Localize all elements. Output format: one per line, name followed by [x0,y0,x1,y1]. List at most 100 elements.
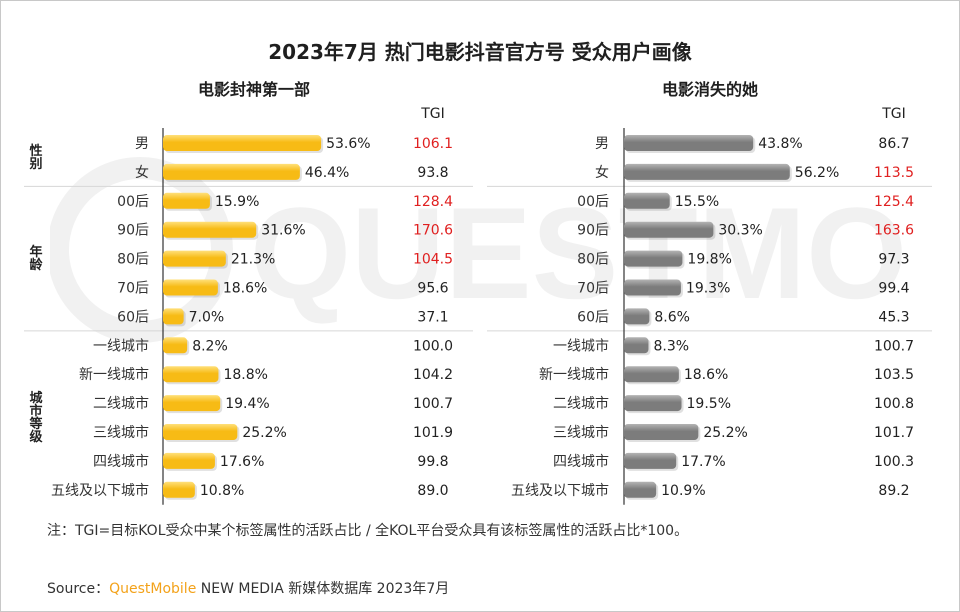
value-label: 17.7% [681,454,725,470]
category-label: 二线城市 [553,395,609,412]
bar [163,135,322,151]
source-brand: QuestMobile [109,581,197,597]
bar [163,395,221,412]
category-label: 60后 [577,309,609,325]
category-label: 四线城市 [553,453,609,470]
value-label: 21.3% [231,252,275,268]
value-label: 18.6% [223,281,267,297]
tgi-value: 89.2 [878,483,909,499]
chart-title: 2023年7月 热门电影抖音官方号 受众用户画像 [268,40,692,64]
value-label: 19.5% [687,396,731,412]
bar [163,192,210,209]
value-label: 56.2% [795,165,839,181]
value-label: 18.6% [684,367,728,383]
group-label-2: 城市等级 [28,390,43,445]
value-label: 46.4% [305,165,349,181]
bar [624,366,679,383]
bar [624,221,714,238]
category-label: 二线城市 [93,395,149,412]
bar [163,366,219,383]
category-label: 五线及以下城市 [511,482,609,499]
panel-title-1: 电影消失的她 [662,80,758,99]
value-label: 10.8% [200,483,244,499]
category-label: 新一线城市 [79,366,149,383]
tgi-value: 100.7 [874,338,914,354]
bar [624,279,681,296]
tgi-header-0: TGI [420,106,445,122]
category-label: 女 [595,164,609,181]
value-label: 18.8% [223,367,267,383]
category-label: 女 [135,164,149,181]
category-label: 三线城市 [93,424,149,441]
panel-title-0: 电影封神第一部 [198,80,310,99]
tgi-value: 89.0 [417,483,448,499]
value-label: 19.4% [225,396,269,412]
tgi-value-highlight: 104.5 [413,252,453,268]
bar [624,481,657,498]
category-label: 00后 [577,194,609,210]
category-label: 五线及以下城市 [51,482,149,499]
value-label: 15.9% [215,194,259,210]
group-label-0: 性别 [28,143,42,172]
bar [163,337,188,354]
tgi-value-highlight: 113.5 [874,165,914,181]
source-prefix: Source： [47,581,110,597]
bar [624,192,670,209]
tgi-value-highlight: 128.4 [413,194,453,210]
category-label: 四线城市 [93,453,149,470]
bar [163,424,238,440]
bar [624,424,699,440]
value-label: 31.6% [261,223,305,239]
category-label: 80后 [577,252,609,268]
value-label: 7.0% [189,309,225,325]
tgi-value: 104.2 [413,367,453,383]
category-label: 男 [595,136,609,152]
value-label: 19.8% [687,252,731,268]
bar [163,308,184,325]
value-label: 8.2% [192,338,228,354]
value-label: 10.9% [661,483,705,499]
value-label: 53.6% [326,136,370,152]
value-label: 17.6% [220,454,264,470]
category-label: 70后 [577,281,609,297]
category-label: 男 [135,136,149,152]
tgi-value: 86.7 [878,136,909,152]
tgi-value: 97.3 [878,252,909,268]
value-label: 8.3% [653,338,689,354]
tgi-value: 101.9 [413,425,453,441]
bar [163,279,218,296]
tgi-value: 99.4 [878,281,909,297]
category-label: 一线城市 [553,337,609,354]
bar [624,163,790,180]
category-label: 三线城市 [553,424,609,441]
category-label: 80后 [117,252,149,268]
bar [624,452,677,469]
tgi-value: 100.7 [413,396,453,412]
tgi-value-highlight: 170.6 [413,223,453,239]
source-suffix: NEW MEDIA 新媒体数据库 2023年7月 [196,581,450,597]
category-label: 一线城市 [93,337,149,354]
value-label: 30.3% [718,223,762,239]
tgi-value: 45.3 [878,309,909,325]
tgi-header-1: TGI [881,106,906,122]
value-label: 25.2% [242,425,286,441]
value-label: 43.8% [758,136,802,152]
group-label-1: 年龄 [29,244,43,273]
bar [163,163,300,180]
source-line: Source：QuestMobile NEW MEDIA 新媒体数据库 2023… [47,578,449,598]
value-label: 15.5% [675,194,719,210]
category-label: 00后 [117,194,149,210]
value-label: 25.2% [703,425,747,441]
bar [163,452,215,469]
tgi-value: 101.7 [874,425,914,441]
bar [163,221,257,238]
bar [624,250,683,267]
tgi-value: 103.5 [874,367,914,383]
footnote: 注：TGI=目标KOL受众中某个标签属性的活跃占比 / 全KOL平台受众具有该标… [47,523,689,539]
tgi-value-highlight: 125.4 [874,194,914,210]
tgi-value: 100.3 [874,454,914,470]
tgi-value: 100.8 [874,396,914,412]
category-label: 60后 [117,309,149,325]
bar [624,135,754,151]
